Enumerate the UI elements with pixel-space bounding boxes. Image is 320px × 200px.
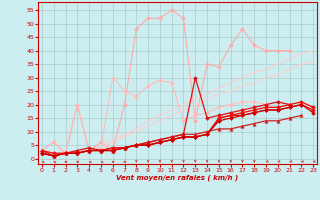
X-axis label: Vent moyen/en rafales ( km/h ): Vent moyen/en rafales ( km/h ) — [116, 175, 239, 181]
